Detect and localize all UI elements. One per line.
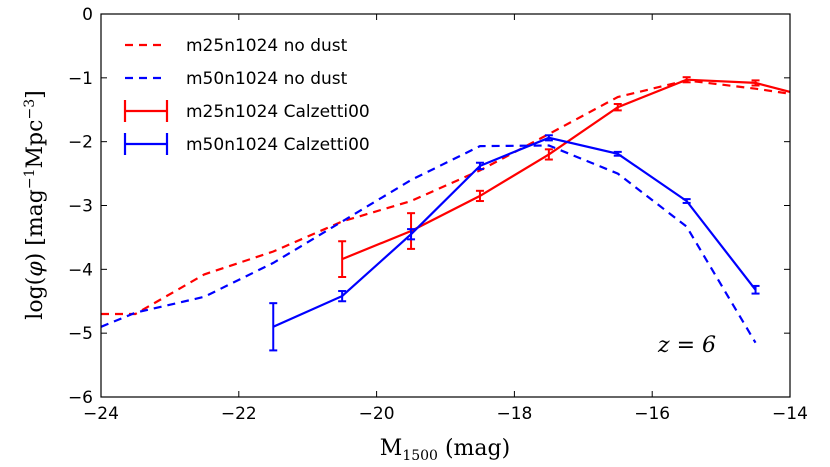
x-axis-label: M1500 (mag): [380, 436, 510, 464]
series-layer: [101, 76, 790, 352]
error-bar: [682, 76, 691, 84]
error-bar: [475, 189, 484, 203]
y-tick-label: −4: [68, 260, 93, 280]
error-bar: [682, 198, 691, 204]
y-tick-label: −5: [68, 324, 93, 344]
error-bar: [475, 161, 484, 171]
error-bar: [751, 79, 760, 87]
legend-swatch: [123, 100, 169, 122]
x-tick-label: −16: [634, 404, 670, 424]
y-tick-label: −2: [68, 133, 93, 153]
series-line-1: [101, 79, 790, 316]
series-line-3: [341, 78, 790, 261]
x-tick-label: −24: [83, 404, 119, 424]
y-tick-label: −6: [68, 388, 93, 408]
x-tick-label: −22: [221, 404, 257, 424]
error-bar: [613, 103, 622, 112]
error-bar: [613, 150, 622, 157]
error-bar: [407, 228, 416, 241]
error-bar: [338, 290, 347, 303]
legend: m25n1024 no dust m50n1024 no dust m25n1024…: [123, 36, 370, 155]
y-tick-label: −1: [68, 69, 93, 89]
legend-label: m25n1024 Calzetti00: [186, 102, 370, 122]
legend-swatch: [123, 133, 169, 155]
x-tick-label: −20: [359, 404, 395, 424]
error-bar: [544, 134, 553, 142]
series-line-4: [272, 136, 757, 328]
legend-item: m25n1024 Calzetti00: [123, 100, 370, 122]
y-tick-label: 0: [82, 5, 93, 25]
error-bar: [751, 284, 760, 295]
error-bar: [269, 302, 278, 352]
y-tick-label: −3: [68, 197, 93, 217]
x-tick-label: −18: [496, 404, 532, 424]
legend-item: m25n1024 no dust: [125, 36, 348, 56]
legend-item: m50n1024 no dust: [125, 69, 348, 89]
error-bar: [544, 148, 553, 161]
legend-label: m50n1024 Calzetti00: [186, 135, 370, 155]
series-line-2: [101, 144, 757, 344]
error-bar: [338, 240, 347, 278]
legend-item: m50n1024 Calzetti00: [123, 133, 370, 155]
y-axis-label: log(φ) [mag−1Mpc−3]: [22, 90, 48, 319]
legend-label: m25n1024 no dust: [186, 36, 348, 56]
ticks-layer: −24 −22 −20 −18 −16 −14 −6 −5 −4 −3 −2 −1 0: [68, 5, 808, 424]
legend-label: m50n1024 no dust: [186, 69, 348, 89]
x-tick-label: −14: [772, 404, 808, 424]
redshift-annotation: z = 6: [657, 333, 716, 358]
